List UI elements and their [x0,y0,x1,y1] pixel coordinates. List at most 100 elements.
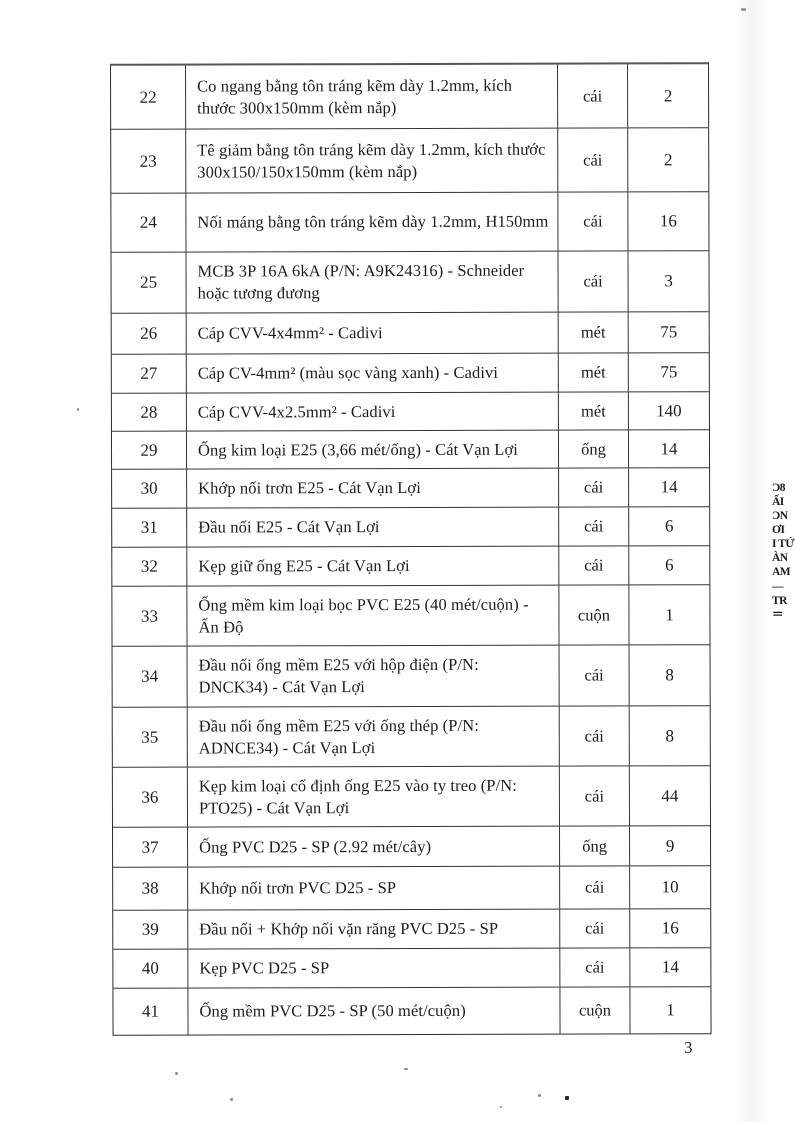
edge-fragment: — [772,580,784,593]
unit-cell: cái [559,468,630,507]
description-cell: MCB 3P 16A 6kA (P/N: A9K24316) - Schneid… [186,251,559,313]
edge-fragment: ‾ [772,468,776,480]
unit-cell: cái [559,766,630,826]
quantity-cell: 1 [666,1000,675,1020]
description-cell: Nối máng bằng tôn tráng kẽm dày 1.2mm, H… [186,192,559,252]
description-cell: Đầu nối E25 - Cát Vạn Lợi [187,507,560,547]
edge-fragment: Ɔ8 [772,482,786,495]
quantity-cell: 1 [665,604,674,624]
table-row: 31 Đầu nối E25 - Cát Vạn Lợi cái 6 [112,507,710,548]
row-number-cell: 22 [111,65,187,129]
row-number-cell: 40 [113,949,189,988]
description-cell: Ống kim loại E25 (3,66 mét/ống) - Cát Vạ… [186,430,560,469]
quantity-cell: 3 [664,271,673,291]
table-row: 37 Ống PVC D25 - SP (2.92 mét/cây) ống 9 [113,826,711,868]
table-row: 23 Tê giảm bằng tôn tráng kẽm dày 1.2mm,… [111,128,709,194]
edge-fragment: ƠI [772,524,785,537]
quantity-cell: 140 [656,400,682,420]
table-row: 28 Cáp CVV-4x2.5mm² - Cadivi mét 140 [111,392,709,432]
edge-fragment: ƆN [772,510,788,523]
row-number-cell: 37 [113,827,189,867]
row-number-cell: 41 [113,988,189,1035]
table-row: 34 Đầu nối ống mềm E25 với hộp điện (P/N… [112,645,710,708]
row-number-cell: 34 [112,646,188,707]
table-row: 24 Nối máng bằng tôn tráng kẽm dày 1.2mm… [111,192,709,253]
table-row: 35 Đầu nối ống mềm E25 với ống thép (P/N… [112,706,710,768]
materials-table: 22 Co ngang bằng tôn tráng kẽm dày 1.2mm… [110,62,712,1036]
table-row: 25 MCB 3P 16A 6kA (P/N: A9K24316) - Schn… [111,251,709,314]
description-cell: Kẹp giữ ống E25 - Cát Vạn Lợi [187,546,560,586]
unit-cell: mét [558,353,629,392]
table-row: 32 Kẹp giữ ống E25 - Cát Vạn Lợi cái 6 [112,546,710,587]
quantity-cell: 10 [661,877,679,897]
quantity-cell: 6 [665,555,674,575]
description-cell: Đầu nối ống mềm E25 với ống thép (P/N: A… [187,706,560,767]
row-number-cell: 24 [111,193,187,252]
unit-cell: cái [558,128,629,192]
quantity-cell: 14 [660,438,678,458]
table-row: 29 Ống kim loại E25 (3,66 mét/ống) - Cát… [111,430,710,470]
unit-cell: cuộn [560,987,631,1034]
description-cell: Kẹp PVC D25 - SP [188,948,561,988]
unit-cell: cái [560,948,631,987]
scan-speck [230,1098,233,1101]
unit-cell: cái [559,645,630,706]
description-cell: Khớp nối trơn PVC D25 - SP [188,866,561,910]
quantity-cell: 16 [659,211,677,231]
row-number-cell: 30 [112,469,188,508]
edge-fragment: ẤI [772,496,784,509]
scan-speck [175,1072,178,1075]
unit-cell: cái [559,546,630,585]
scan-speck [565,1096,569,1100]
quantity-cell: 44 [661,785,679,805]
unit-cell: mét [558,312,629,353]
unit-cell: cái [558,251,629,312]
quantity-cell: 8 [665,665,674,685]
quantity-cell: 6 [664,516,674,536]
table-row: 22 Co ngang bằng tôn tráng kẽm dày 1.2mm… [111,64,709,130]
table-row: 40 Kẹp PVC D25 - SP cái 14 [113,948,711,989]
unit-cell: ống [559,826,631,866]
quantity-cell: 2 [663,85,673,105]
unit-cell: cái [558,64,629,128]
scan-speck [538,1094,541,1097]
quantity-cell: 75 [660,362,678,382]
description-cell: Tê giảm bằng tôn tráng kẽm dày 1.2mm, kí… [186,128,559,193]
quantity-cell: 14 [661,957,679,977]
description-cell: Kẹp kim loại cố định ống E25 vào ty treo… [187,766,560,827]
edge-fragment: AM [772,566,791,579]
description-cell: Khớp nối trơn E25 - Cát Vạn Lợi [187,468,560,508]
quantity-cell: 8 [665,725,675,745]
page-number: 3 [684,1038,693,1057]
quantity-cell: 14 [660,477,678,497]
description-cell: Cáp CV-4mm² (màu sọc vàng xanh) - Cadivi [186,353,559,393]
table-row: 38 Khớp nối trơn PVC D25 - SP cái 10 [113,866,711,911]
row-number-cell: 38 [113,867,189,910]
description-cell: Co ngang bằng tôn tráng kẽm dày 1.2mm, k… [186,64,559,129]
row-number-cell: 26 [111,313,187,354]
scan-speck [500,1106,502,1108]
scan-speck [741,8,746,11]
edge-fragment: ＝ [772,608,784,621]
unit-cell: ống [558,430,630,468]
quantity-cell: 75 [660,322,678,342]
description-cell: Ống PVC D25 - SP (2.92 mét/cây) [188,826,561,867]
table-row: 39 Đầu nối + Khớp nối vặn răng PVC D25 -… [113,909,711,950]
unit-cell: cuộn [559,585,630,645]
quantity-cell: 2 [663,149,673,169]
edge-fragment: TR [772,594,787,607]
description-cell: Ống mềm kim loại bọc PVC E25 (40 mét/cuộ… [187,585,560,646]
description-cell: Cáp CVV-4x2.5mm² - Cadivi [186,392,559,431]
quantity-cell: 16 [661,918,679,938]
description-cell: Ống mềm PVC D25 - SP (50 mét/cuộn) [188,987,561,1035]
row-number-cell: 33 [112,586,188,646]
unit-cell: cái [559,507,630,546]
unit-cell: cái [558,192,629,251]
unit-cell: cái [560,909,631,948]
description-cell: Đầu nối ống mềm E25 với hộp điện (P/N: D… [187,645,560,707]
description-cell: Cáp CVV-4x4mm² - Cadivi [186,312,559,354]
unit-cell: cái [560,866,631,909]
table-row: 27 Cáp CV-4mm² (màu sọc vàng xanh) - Cad… [111,353,709,394]
row-number-cell: 39 [113,910,189,949]
table-row: 30 Khớp nối trơn E25 - Cát Vạn Lợi cái 1… [112,468,710,509]
